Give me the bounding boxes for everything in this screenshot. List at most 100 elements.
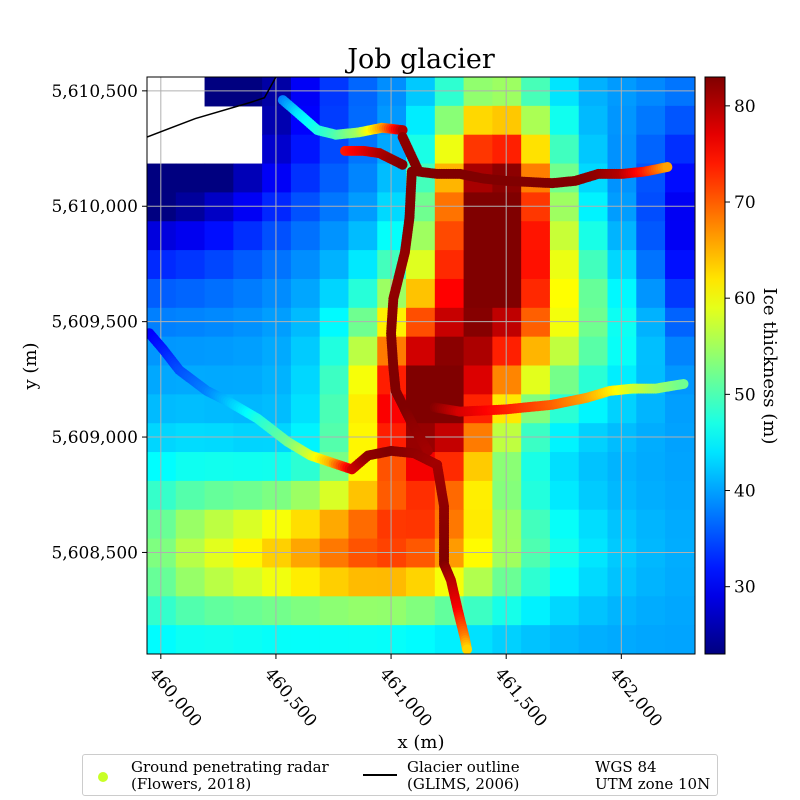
heatmap-cell: [607, 625, 637, 654]
legend-crs-line2: UTM zone 10N: [595, 775, 711, 793]
x-tick-label: 460,500: [260, 664, 321, 731]
heatmap-cell: [549, 423, 580, 453]
heatmap-cell: [147, 394, 177, 424]
heatmap-cell: [521, 250, 551, 280]
heatmap-cell: [521, 221, 551, 251]
heatmap-cell: [262, 567, 292, 597]
heatmap-cell: [262, 105, 292, 136]
heatmap-cell: [290, 394, 321, 424]
legend-outline-line2: (GLIMS, 2006): [407, 775, 520, 793]
heatmap-cell: [665, 538, 695, 569]
heatmap-cell: [233, 509, 263, 540]
heatmap-cell: [549, 278, 580, 309]
heatmap-cell: [233, 307, 263, 338]
heatmap-cell: [319, 365, 350, 395]
heatmap-cell: [549, 365, 580, 395]
heatmap-cell: [204, 278, 234, 309]
heatmap-cell: [636, 596, 666, 626]
heatmap-cell: [319, 538, 350, 569]
heatmap-cell: [377, 596, 407, 626]
heatmap-cell: [492, 77, 522, 107]
heatmap-cell: [406, 538, 436, 569]
radar-tracks: [147, 95, 689, 654]
heatmap-cell: [607, 221, 637, 251]
heatmap-cell: [319, 625, 350, 654]
heatmap-cell: [262, 480, 292, 511]
heatmap-cell: [492, 336, 522, 367]
heatmap-cell: [578, 221, 609, 251]
colorbar-tick-label: 40: [734, 482, 756, 502]
legend: Ground penetrating radar (Flowers, 2018)…: [82, 754, 718, 796]
heatmap-cell: [147, 163, 177, 193]
heatmap-cell: [636, 278, 666, 309]
heatmap-cell: [233, 221, 263, 251]
heatmap-cell: [319, 567, 350, 597]
heatmap-cell: [492, 307, 522, 338]
heatmap-cell: [636, 509, 666, 540]
heatmap-cell: [578, 250, 609, 280]
heatmap-cell: [348, 163, 378, 193]
heatmap-cell: [147, 567, 177, 597]
heatmap-cell: [492, 452, 522, 482]
heatmap-cell: [636, 307, 666, 338]
heatmap-cell: [578, 509, 609, 540]
heatmap-cell: [521, 596, 551, 626]
legend-radar-marker: [98, 772, 108, 782]
heatmap-cell: [607, 509, 637, 540]
heatmap-cell: [290, 307, 321, 338]
heatmap-cell: [492, 509, 522, 540]
heatmap-cell: [549, 105, 580, 136]
heatmap-cell: [607, 480, 637, 511]
heatmap-cell: [377, 567, 407, 597]
heatmap-cell: [549, 221, 580, 251]
heatmap-cell: [492, 250, 522, 280]
heatmap-cell: [204, 452, 234, 482]
heatmap-cell: [348, 278, 378, 309]
heatmap-cell: [434, 365, 465, 395]
legend-radar-label: Ground penetrating radar (Flowers, 2018): [131, 759, 329, 793]
heatmap-cell: [262, 163, 292, 193]
heatmap-cell: [204, 192, 234, 222]
heatmap-cell: [147, 221, 177, 251]
heatmap-cell: [233, 538, 263, 569]
heatmap-cell: [290, 567, 321, 597]
heatmap-cell: [348, 567, 378, 597]
heatmap-cell: [233, 423, 263, 453]
heatmap-cell: [348, 221, 378, 251]
heatmap-cell: [665, 105, 695, 136]
heatmap-cell: [175, 452, 206, 482]
heatmap-cell: [665, 423, 695, 453]
heatmap-cell: [319, 596, 350, 626]
heatmap-cell: [636, 538, 666, 569]
heatmap-cell: [521, 105, 551, 136]
heatmap-cell: [319, 307, 350, 338]
heatmap-cell: [233, 480, 263, 511]
heatmap-cell: [607, 596, 637, 626]
colorbar-ticks: 30 40 50 60 70 80: [725, 97, 756, 598]
heatmap-cell: [319, 77, 350, 107]
heatmap-cell: [549, 134, 580, 165]
heatmap-cell: [578, 538, 609, 569]
heatmap-cell: [262, 509, 292, 540]
heatmap-cell: [147, 509, 177, 540]
heatmap-cell: [521, 625, 551, 654]
x-axis-label: x (m): [398, 732, 445, 753]
heatmap-cell: [434, 307, 465, 338]
heatmap-cell: [175, 509, 206, 540]
heatmap-cell: [319, 480, 350, 511]
heatmap-cell: [147, 192, 177, 222]
heatmap-cell: [463, 77, 493, 107]
heatmap-cell: [406, 336, 436, 367]
heatmap-cell: [204, 336, 234, 367]
y-tick-label: 5,610,000: [51, 197, 138, 217]
heatmap-cell: [319, 250, 350, 280]
heatmap-cell: [636, 625, 666, 654]
x-tick-label: 460,000: [145, 664, 206, 731]
heatmap-cell: [636, 221, 666, 251]
heatmap-cell: [348, 480, 378, 511]
heatmap-cell: [636, 423, 666, 453]
heatmap-cell: [665, 452, 695, 482]
heatmap-cell: [175, 567, 206, 597]
heatmap-cell: [521, 538, 551, 569]
